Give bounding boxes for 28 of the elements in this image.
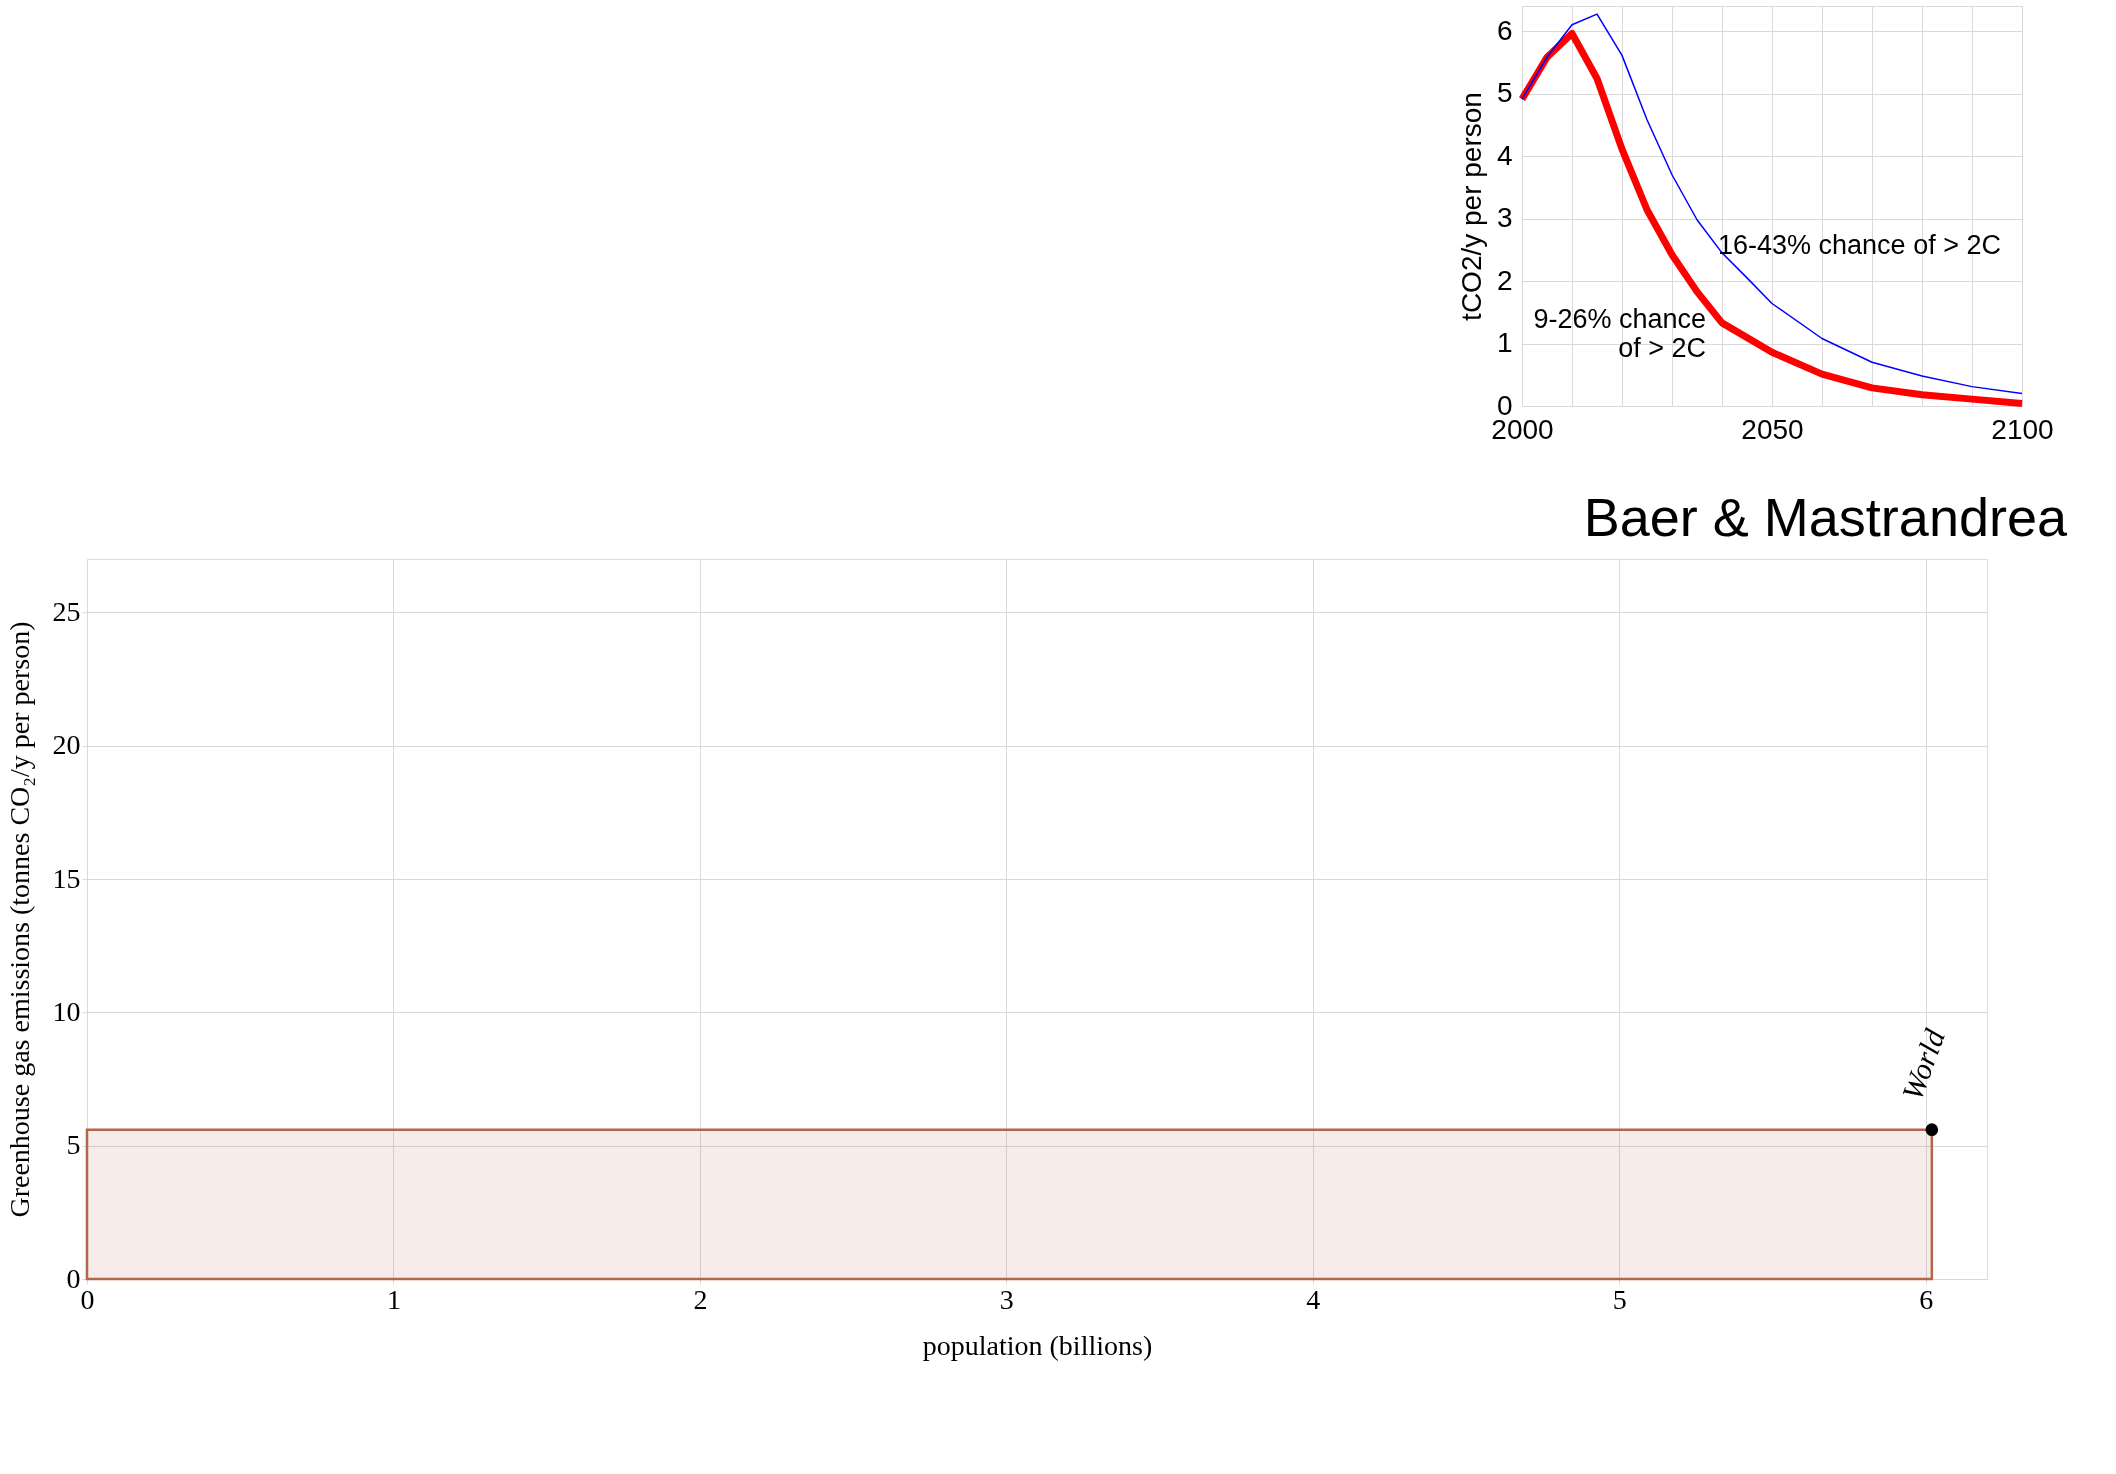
- text: World: [1895, 1024, 1952, 1105]
- y-tick-label: 4: [1496, 139, 1513, 171]
- x-tick-label: 2: [693, 1283, 708, 1315]
- annotation: 16-43% chance of > 2C: [1718, 230, 2001, 260]
- x-tick-label: 5: [1612, 1283, 1627, 1315]
- x-tick-label: 3: [999, 1283, 1014, 1315]
- y-tick-label: 10: [52, 995, 81, 1027]
- y-tick-label: 3: [1496, 202, 1513, 233]
- y-tick-label: 20: [52, 729, 81, 761]
- x-axis-title: population (billions): [922, 1329, 1153, 1361]
- annotation: 9-26% chance of > 2C: [1533, 304, 1706, 363]
- y-tick-label: 25: [52, 595, 81, 627]
- y-tick-label: 2: [1496, 264, 1513, 296]
- y-axis-title: tCO2/y per person: [1455, 92, 1487, 321]
- y-tick-label: 0: [66, 1262, 81, 1294]
- x-tick-label: 4: [1306, 1283, 1321, 1315]
- x-tick-label: 6: [1919, 1283, 1934, 1315]
- y-axis-title: Greenhouse gas emissions (tonnes CO₂/y per person): [3, 621, 35, 1218]
- x-tick-label: 2100: [1991, 413, 2054, 445]
- y-tick-label: 6: [1496, 14, 1513, 46]
- x-tick-label: 1: [386, 1283, 401, 1315]
- y-tick-label: 5: [66, 1129, 81, 1161]
- y-tick-label: 1: [1496, 327, 1513, 358]
- y-tick-label: 5: [1496, 77, 1513, 108]
- text: Baer & Mastrandrea: [1583, 487, 2068, 547]
- x-tick-label: 2050: [1741, 413, 1804, 445]
- y-tick-label: 0: [1496, 389, 1513, 421]
- y-tick-label: 15: [52, 862, 81, 894]
